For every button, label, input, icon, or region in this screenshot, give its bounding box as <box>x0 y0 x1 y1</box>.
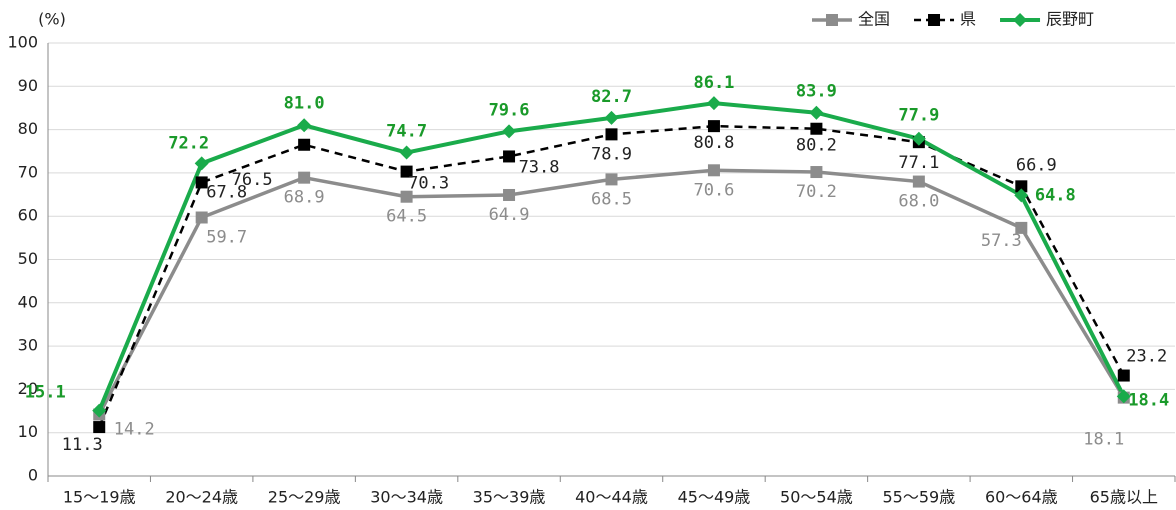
y-tick-label: 70 <box>18 162 38 181</box>
marker <box>1015 180 1028 193</box>
marker <box>912 175 925 188</box>
legend-label: 辰野町 <box>1046 10 1094 29</box>
data-label: 70.3 <box>408 174 449 194</box>
y-tick-label: 0 <box>28 466 38 485</box>
marker <box>810 122 823 135</box>
data-label: 23.2 <box>1126 347 1167 367</box>
data-label: 15.1 <box>25 383 66 403</box>
data-label: 57.3 <box>981 231 1022 251</box>
marker <box>400 165 413 178</box>
marker <box>298 138 311 151</box>
x-tick-label: 25～29歳 <box>268 488 341 507</box>
marker <box>605 128 618 141</box>
marker <box>1117 369 1130 382</box>
x-tick-label: 55～59歳 <box>882 488 955 507</box>
data-label: 80.8 <box>693 133 734 153</box>
marker <box>298 171 311 184</box>
marker <box>1014 188 1029 203</box>
data-label: 18.4 <box>1128 390 1169 410</box>
marker <box>707 120 720 133</box>
legend-marker <box>928 14 941 26</box>
marker <box>707 164 720 177</box>
data-label: 77.1 <box>898 153 939 173</box>
data-label: 64.9 <box>489 205 530 225</box>
data-label: 86.1 <box>693 73 734 93</box>
data-label: 70.2 <box>796 182 837 202</box>
data-label: 76.5 <box>232 170 273 190</box>
data-label: 14.2 <box>114 420 155 440</box>
marker <box>1015 221 1028 234</box>
marker <box>297 118 312 133</box>
data-label: 82.7 <box>591 87 632 107</box>
marker <box>399 145 414 160</box>
x-tick-label: 60～64歳 <box>985 488 1058 507</box>
x-tick-label: 20～24歳 <box>165 488 238 507</box>
marker <box>1116 389 1131 404</box>
data-label: 70.6 <box>693 180 734 200</box>
data-label: 74.7 <box>386 122 427 142</box>
y-axis-label: (%) <box>38 10 66 29</box>
data-label: 66.9 <box>1016 155 1057 175</box>
marker <box>92 403 107 418</box>
marker <box>503 188 516 201</box>
y-tick-label: 90 <box>18 76 38 95</box>
data-label: 59.7 <box>206 227 247 247</box>
x-tick-label: 30～34歳 <box>370 488 443 507</box>
marker <box>195 211 208 224</box>
data-label: 78.9 <box>591 144 632 164</box>
x-tick-label: 50～54歳 <box>780 488 853 507</box>
data-label: 64.5 <box>386 207 427 227</box>
data-label: 18.1 <box>1083 430 1124 450</box>
legend-label: 県 <box>960 10 976 29</box>
data-label: 80.2 <box>796 136 837 156</box>
data-label: 64.8 <box>1035 185 1076 205</box>
marker <box>194 156 209 171</box>
y-tick-label: 60 <box>18 206 38 225</box>
data-label: 72.2 <box>168 133 209 153</box>
x-tick-label: 35～39歳 <box>473 488 546 507</box>
data-label: 79.6 <box>489 100 530 120</box>
marker <box>195 176 208 189</box>
marker <box>503 150 516 163</box>
data-label: 68.9 <box>284 188 325 208</box>
legend-marker <box>826 14 838 26</box>
y-tick-label: 50 <box>18 249 38 268</box>
marker <box>605 173 618 186</box>
y-tick-label: 10 <box>18 422 38 441</box>
data-label: 67.8 <box>206 182 247 202</box>
legend-label: 全国 <box>858 10 890 29</box>
marker <box>911 131 926 146</box>
marker <box>400 190 413 203</box>
y-tick-label: 20 <box>18 379 38 398</box>
marker <box>604 110 619 125</box>
x-tick-label: 15～19歳 <box>63 488 136 507</box>
marker <box>706 96 721 111</box>
data-label: 68.0 <box>898 192 939 212</box>
x-tick-label: 65歳以上 <box>1090 488 1158 507</box>
x-tick-label: 45～49歳 <box>678 488 751 507</box>
marker <box>93 421 106 434</box>
y-tick-label: 40 <box>18 292 38 311</box>
marker <box>810 166 823 179</box>
legend-marker <box>1013 13 1028 27</box>
y-tick-label: 100 <box>7 33 38 52</box>
marker <box>809 105 824 120</box>
data-label: 83.9 <box>796 82 837 102</box>
data-label: 77.9 <box>898 106 939 126</box>
marker <box>502 124 517 139</box>
y-tick-label: 80 <box>18 119 38 138</box>
data-label: 73.8 <box>519 157 560 177</box>
y-tick-label: 30 <box>18 336 38 355</box>
data-label: 81.0 <box>284 93 325 113</box>
data-label: 11.3 <box>62 435 103 455</box>
data-label: 68.5 <box>591 189 632 209</box>
x-tick-label: 40～44歳 <box>575 488 648 507</box>
